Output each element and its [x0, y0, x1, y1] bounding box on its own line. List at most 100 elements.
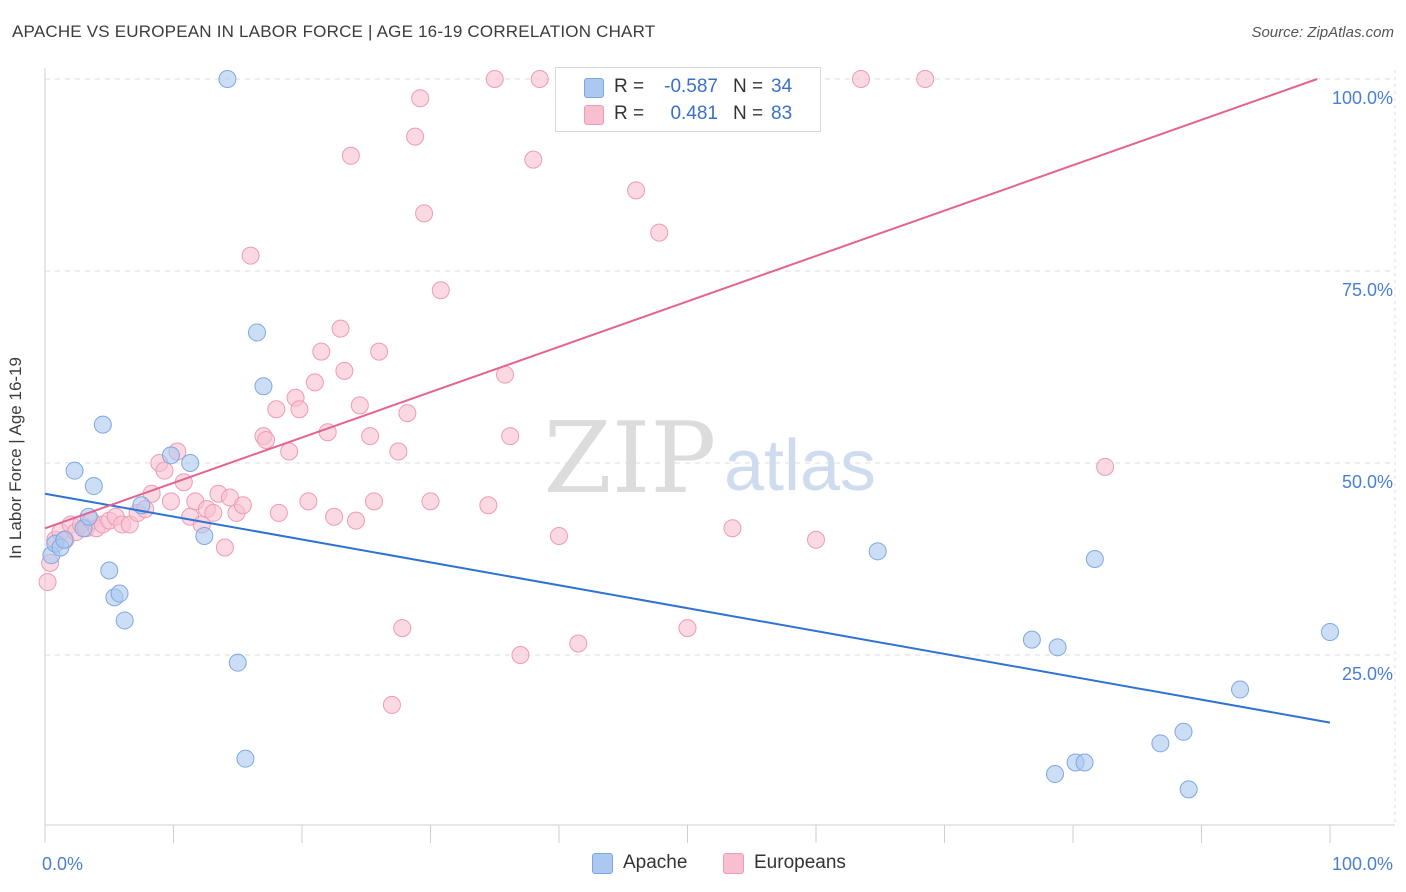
data-point — [398, 404, 417, 423]
stats-row-apache: R = -0.587 N = 34 — [556, 74, 820, 100]
data-point — [569, 634, 588, 653]
trendline-europeans — [44, 78, 1318, 530]
data-point — [215, 538, 234, 557]
watermark-zip: ZIP — [544, 402, 717, 516]
data-point — [530, 70, 549, 88]
data-point — [290, 400, 309, 419]
data-point — [1179, 780, 1198, 799]
data-point — [331, 319, 350, 338]
data-point — [155, 461, 174, 480]
n-value: 83 — [771, 103, 793, 124]
data-point — [524, 150, 543, 169]
data-point — [411, 89, 430, 108]
data-point — [204, 503, 223, 522]
data-point — [807, 530, 825, 549]
data-point — [228, 653, 247, 672]
chart-title: APACHE VS EUROPEAN IN LABOR FORCE | AGE … — [12, 22, 656, 41]
data-point — [916, 70, 935, 88]
data-point — [161, 446, 180, 465]
y-tick-label: 50.0% — [1342, 472, 1393, 492]
n-label: N = — [733, 76, 764, 97]
legend-label-europeans: Europeans — [754, 852, 846, 873]
r-value: 0.481 — [670, 103, 718, 124]
data-point — [267, 400, 286, 419]
data-point — [110, 584, 129, 603]
data-point — [723, 519, 742, 538]
apache-points — [42, 70, 1339, 799]
legend-label-apache: Apache — [623, 852, 688, 873]
data-point — [1321, 622, 1339, 641]
data-point — [55, 530, 74, 549]
data-point — [248, 323, 267, 342]
x-tick-label: 100.0% — [1332, 854, 1393, 874]
r-label: R = — [614, 76, 645, 97]
data-point — [382, 695, 401, 714]
trendline-apache — [44, 492, 1331, 724]
data-point — [257, 430, 276, 449]
stats-box: R = -0.587 N = 34 R = 0.481 N = 83 — [555, 67, 821, 132]
data-point — [115, 611, 134, 630]
data-point — [389, 442, 408, 461]
x-tick-label: 0.0% — [42, 854, 83, 874]
r-label: R = — [614, 103, 645, 124]
data-point — [325, 507, 344, 526]
data-point — [415, 204, 434, 223]
apache-legend-swatch — [592, 853, 613, 874]
data-point — [236, 749, 255, 768]
data-point — [1075, 753, 1094, 772]
data-point — [346, 511, 365, 530]
data-point — [305, 373, 324, 392]
data-point — [501, 427, 520, 446]
tick-labels: 25.0% 50.0% 75.0% 100.0% 0.0% 100.0% — [42, 88, 1393, 874]
source-label: Source: ZipAtlas.com — [1251, 24, 1394, 41]
data-point — [65, 461, 84, 480]
data-point — [100, 561, 119, 580]
data-point — [406, 127, 425, 146]
data-point — [241, 246, 260, 265]
data-point — [393, 619, 412, 638]
data-point — [312, 342, 331, 361]
apache-swatch — [584, 78, 604, 98]
grid-lines — [45, 70, 1396, 825]
data-point — [1085, 550, 1104, 568]
data-point — [161, 492, 180, 511]
data-point — [84, 477, 103, 496]
data-point — [38, 573, 57, 592]
n-label: N = — [733, 103, 764, 124]
data-point — [370, 342, 389, 361]
stats-row-europeans: R = 0.481 N = 83 — [556, 101, 820, 127]
data-point — [181, 454, 200, 472]
data-point — [361, 427, 380, 446]
data-point — [93, 415, 112, 434]
data-point — [421, 492, 440, 511]
data-point — [1022, 630, 1041, 649]
data-point — [350, 396, 369, 415]
y-tick-label: 25.0% — [1342, 664, 1393, 684]
data-point — [335, 361, 354, 380]
data-point — [299, 492, 318, 511]
data-point — [431, 281, 450, 300]
data-point — [868, 542, 887, 561]
axes — [44, 68, 1395, 843]
data-point — [280, 442, 299, 461]
data-point — [341, 146, 360, 165]
data-point — [1231, 680, 1250, 699]
data-point — [550, 526, 568, 545]
europeans-points — [38, 70, 1115, 714]
data-point — [485, 70, 504, 88]
europeans-legend-swatch — [723, 853, 744, 874]
data-point — [627, 181, 646, 200]
data-point — [1174, 722, 1193, 741]
data-point — [195, 526, 214, 545]
y-tick-label: 100.0% — [1332, 88, 1393, 108]
data-point — [1096, 457, 1115, 476]
data-point — [1048, 638, 1067, 657]
data-point — [851, 70, 870, 88]
data-point — [479, 496, 498, 515]
data-point — [364, 492, 383, 511]
data-point — [678, 619, 697, 638]
data-point — [650, 223, 669, 242]
r-value: -0.587 — [664, 76, 718, 97]
data-point — [511, 646, 530, 664]
